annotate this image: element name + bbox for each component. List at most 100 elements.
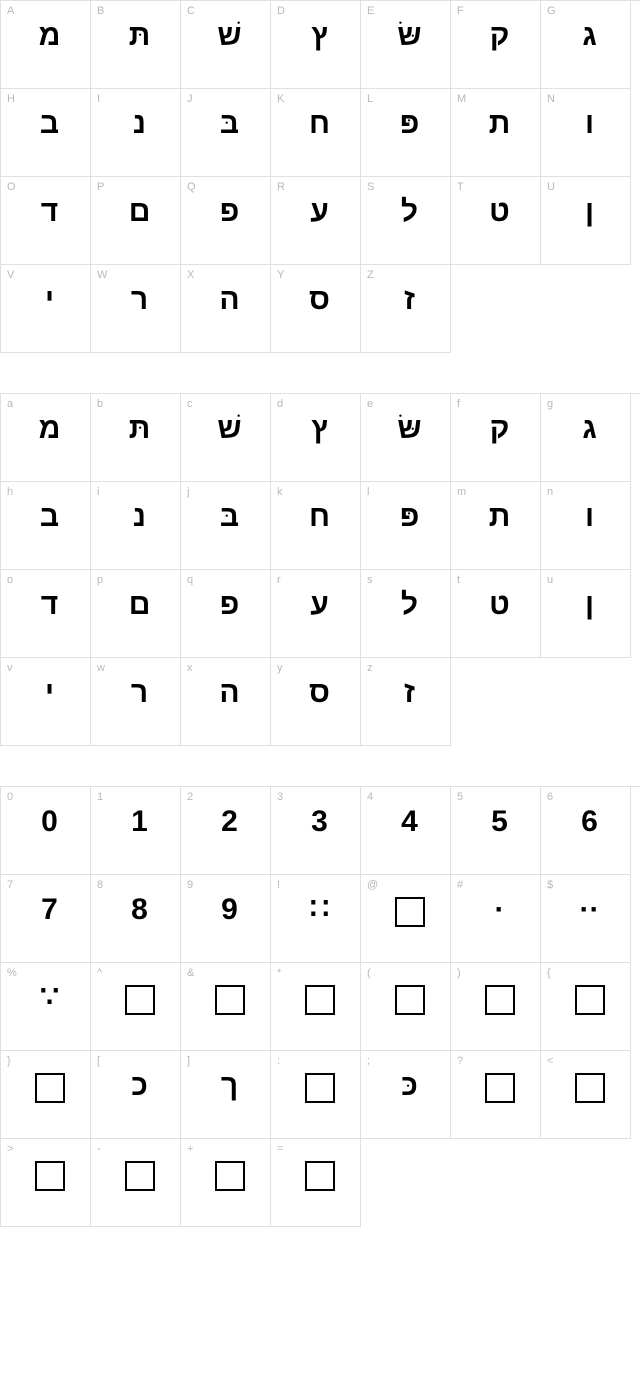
key-label: 1: [97, 791, 103, 803]
glyph: שּׂ: [361, 414, 450, 444]
key-label: z: [367, 662, 373, 674]
glyph-cell: jבּ: [181, 482, 271, 570]
glyph-cell: Dץ: [271, 1, 361, 89]
key-label: d: [277, 398, 283, 410]
glyph: ד: [1, 197, 90, 227]
glyph-cell: iנ: [91, 482, 181, 570]
glyph-cell: &: [181, 963, 271, 1051]
glyph-cell: Aמ: [1, 1, 91, 89]
glyph: כּ: [361, 1071, 450, 1101]
missing-glyph-icon: [35, 1073, 65, 1103]
key-label: M: [457, 93, 466, 105]
glyph-cell: Nו: [541, 89, 631, 177]
glyph: [181, 983, 270, 1015]
missing-glyph-icon: [305, 1161, 335, 1191]
glyph: ב: [1, 502, 90, 532]
key-label: O: [7, 181, 16, 193]
glyph-cell: [כ: [91, 1051, 181, 1139]
key-label: E: [367, 5, 374, 17]
missing-glyph-icon: [395, 985, 425, 1015]
glyph: י: [1, 678, 90, 708]
missing-glyph-icon: [305, 1073, 335, 1103]
key-label: !: [277, 879, 280, 891]
key-label: r: [277, 574, 281, 586]
key-label: ): [457, 967, 461, 979]
glyph-cell: qפ: [181, 570, 271, 658]
section-uppercase: AמBתּCשׁDץEשּׂFקGגHבIנJבּKחLפּMתNוOדPםQפ…: [0, 0, 640, 353]
glyph: ב: [1, 109, 90, 139]
key-label: K: [277, 93, 284, 105]
key-label: :: [277, 1055, 280, 1067]
key-label: F: [457, 5, 464, 17]
glyph: ט: [451, 590, 540, 620]
glyph-cell: Zז: [361, 265, 451, 353]
glyph: י: [1, 285, 90, 315]
glyph-cell: @: [361, 875, 451, 963]
glyph: [181, 1159, 270, 1191]
glyph-cell: dץ: [271, 394, 361, 482]
glyph: ד: [1, 590, 90, 620]
glyph-cell: Bתּ: [91, 1, 181, 89]
key-label: H: [7, 93, 15, 105]
glyph: [541, 1071, 630, 1103]
key-label: o: [7, 574, 13, 586]
key-label: 6: [547, 791, 553, 803]
glyph: ו: [541, 109, 630, 139]
glyph-cell: ?: [451, 1051, 541, 1139]
key-label: 8: [97, 879, 103, 891]
glyph: 4: [361, 807, 450, 837]
key-label: *: [277, 967, 281, 979]
glyph: ג: [541, 21, 630, 51]
key-label: ?: [457, 1055, 463, 1067]
glyph: [91, 983, 180, 1015]
glyph-cell: vי: [1, 658, 91, 746]
glyph: ז: [361, 678, 450, 708]
key-label: 2: [187, 791, 193, 803]
glyph: מ: [1, 414, 90, 444]
glyph: ה: [181, 285, 270, 315]
glyph: [271, 1071, 360, 1103]
glyph-cell: !∷: [271, 875, 361, 963]
glyph: [451, 983, 540, 1015]
glyph: ם: [91, 197, 180, 227]
key-label: U: [547, 181, 555, 193]
key-label: @: [367, 879, 378, 891]
glyph: ל: [361, 590, 450, 620]
glyph: ת: [451, 502, 540, 532]
key-label: N: [547, 93, 555, 105]
key-label: G: [547, 5, 556, 17]
key-label: %: [7, 967, 17, 979]
glyph-cell: lפּ: [361, 482, 451, 570]
glyph-cell: }: [1, 1051, 91, 1139]
key-label: {: [547, 967, 551, 979]
glyph: [541, 983, 630, 1015]
key-label: n: [547, 486, 553, 498]
empty-cell: [541, 1139, 631, 1227]
glyph: ∷: [271, 895, 360, 925]
glyph: 7: [1, 895, 90, 925]
glyph-cell: Xה: [181, 265, 271, 353]
glyph-cell: >: [1, 1139, 91, 1227]
glyph: 5: [451, 807, 540, 837]
glyph-cell: Eשּׂ: [361, 1, 451, 89]
missing-glyph-icon: [575, 985, 605, 1015]
empty-cell: [451, 658, 541, 746]
key-label: D: [277, 5, 285, 17]
glyph-cell: ^: [91, 963, 181, 1051]
glyph: ן: [541, 197, 630, 227]
glyph: ן: [541, 590, 630, 620]
glyph-cell: Cשׁ: [181, 1, 271, 89]
glyph-cell: uן: [541, 570, 631, 658]
glyph: בּ: [181, 109, 270, 139]
glyph: ס: [271, 285, 360, 315]
key-label: C: [187, 5, 195, 17]
empty-cell: [541, 265, 631, 353]
glyph: [271, 1159, 360, 1191]
key-label: ]: [187, 1055, 190, 1067]
missing-glyph-icon: [215, 985, 245, 1015]
glyph: פּ: [361, 502, 450, 532]
glyph-cell: Qפ: [181, 177, 271, 265]
glyph-cell: +: [181, 1139, 271, 1227]
key-label: <: [547, 1055, 553, 1067]
glyph: ם: [91, 590, 180, 620]
